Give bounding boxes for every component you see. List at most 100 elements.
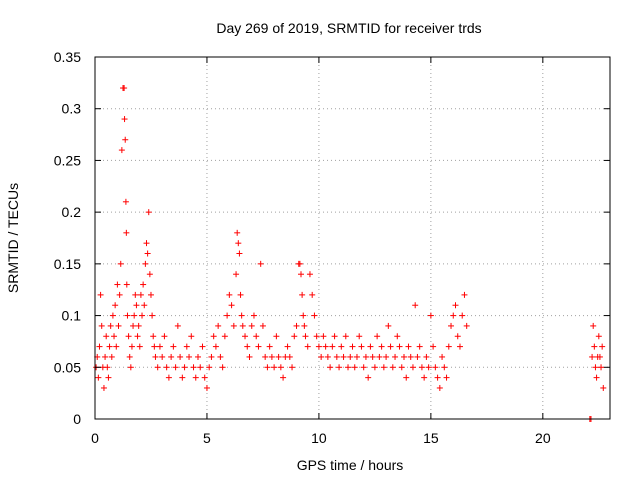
data-point [590, 322, 597, 329]
data-point [226, 291, 233, 298]
data-point [452, 302, 459, 309]
data-point [425, 364, 432, 371]
data-point [151, 343, 158, 350]
data-point [154, 364, 161, 371]
x-axis-label: GPS time / hours [297, 457, 404, 473]
data-point [257, 260, 264, 267]
data-point [116, 291, 123, 298]
data-point [371, 364, 378, 371]
data-point [96, 343, 103, 350]
data-point [145, 209, 152, 216]
data-point [450, 312, 457, 319]
data-point [163, 364, 170, 371]
axis-ticks: 0 5 10 15 20 0 0.05 0.1 0.15 0.2 0.25 0.3 0.35 [54, 49, 610, 446]
data-point [300, 312, 307, 319]
data-point [235, 240, 242, 247]
data-point [123, 229, 130, 236]
data-point [327, 364, 334, 371]
data-points [93, 85, 607, 422]
data-point [403, 374, 410, 381]
data-point [228, 302, 235, 309]
data-point [380, 364, 387, 371]
data-point [122, 198, 129, 205]
data-point [141, 302, 148, 309]
data-point [416, 343, 423, 350]
data-point [394, 333, 401, 340]
data-point [392, 353, 399, 360]
data-point [264, 364, 271, 371]
data-point [593, 374, 600, 381]
data-point [132, 291, 139, 298]
data-point [255, 343, 262, 350]
data-point [133, 302, 140, 309]
data-point [459, 312, 466, 319]
data-point [192, 374, 199, 381]
data-point [146, 271, 153, 278]
data-point [136, 343, 143, 350]
data-point [275, 353, 282, 360]
data-point [463, 322, 470, 329]
data-point [215, 322, 222, 329]
data-point [311, 312, 318, 319]
data-point [95, 374, 102, 381]
data-point [369, 353, 376, 360]
data-point [177, 353, 184, 360]
data-point [242, 333, 249, 340]
x-tick-label: 5 [203, 430, 211, 446]
data-point [98, 322, 105, 329]
data-point [266, 343, 273, 350]
data-point [219, 364, 226, 371]
data-point [367, 343, 374, 350]
data-point [135, 322, 142, 329]
data-point [248, 322, 255, 329]
data-point [140, 281, 147, 288]
data-point [436, 384, 443, 391]
data-point [172, 364, 179, 371]
y-tick-label: 0.15 [54, 256, 81, 272]
data-point [250, 312, 257, 319]
data-point [345, 364, 352, 371]
data-point [239, 322, 246, 329]
data-point [595, 333, 602, 340]
data-point [286, 353, 293, 360]
data-point [443, 374, 450, 381]
data-point [405, 343, 412, 350]
data-point [112, 302, 119, 309]
data-point [271, 364, 278, 371]
data-point [291, 333, 298, 340]
data-point [293, 322, 300, 329]
data-point [280, 374, 287, 381]
data-point [299, 291, 306, 298]
data-point [333, 353, 340, 360]
data-point [246, 353, 253, 360]
data-point [159, 353, 166, 360]
data-point [599, 343, 606, 350]
data-point [302, 333, 309, 340]
grid-lines [95, 57, 610, 419]
data-point [97, 291, 104, 298]
data-point [128, 343, 135, 350]
data-point [125, 333, 132, 340]
data-point [108, 353, 115, 360]
data-point [233, 271, 240, 278]
data-point [430, 343, 437, 350]
data-point [208, 353, 215, 360]
data-point [131, 312, 138, 319]
data-point [336, 364, 343, 371]
data-point [224, 312, 231, 319]
y-tick-label: 0.2 [62, 204, 82, 220]
data-point [414, 353, 421, 360]
data-point [165, 374, 172, 381]
data-point [121, 85, 128, 92]
data-point [121, 116, 128, 123]
data-point [298, 271, 304, 278]
data-point [201, 374, 208, 381]
data-point [374, 333, 381, 340]
data-point [418, 364, 425, 371]
data-point [596, 353, 603, 360]
data-point [592, 364, 599, 371]
x-tick-label: 15 [423, 430, 439, 446]
data-point [161, 333, 168, 340]
data-point [137, 291, 144, 298]
